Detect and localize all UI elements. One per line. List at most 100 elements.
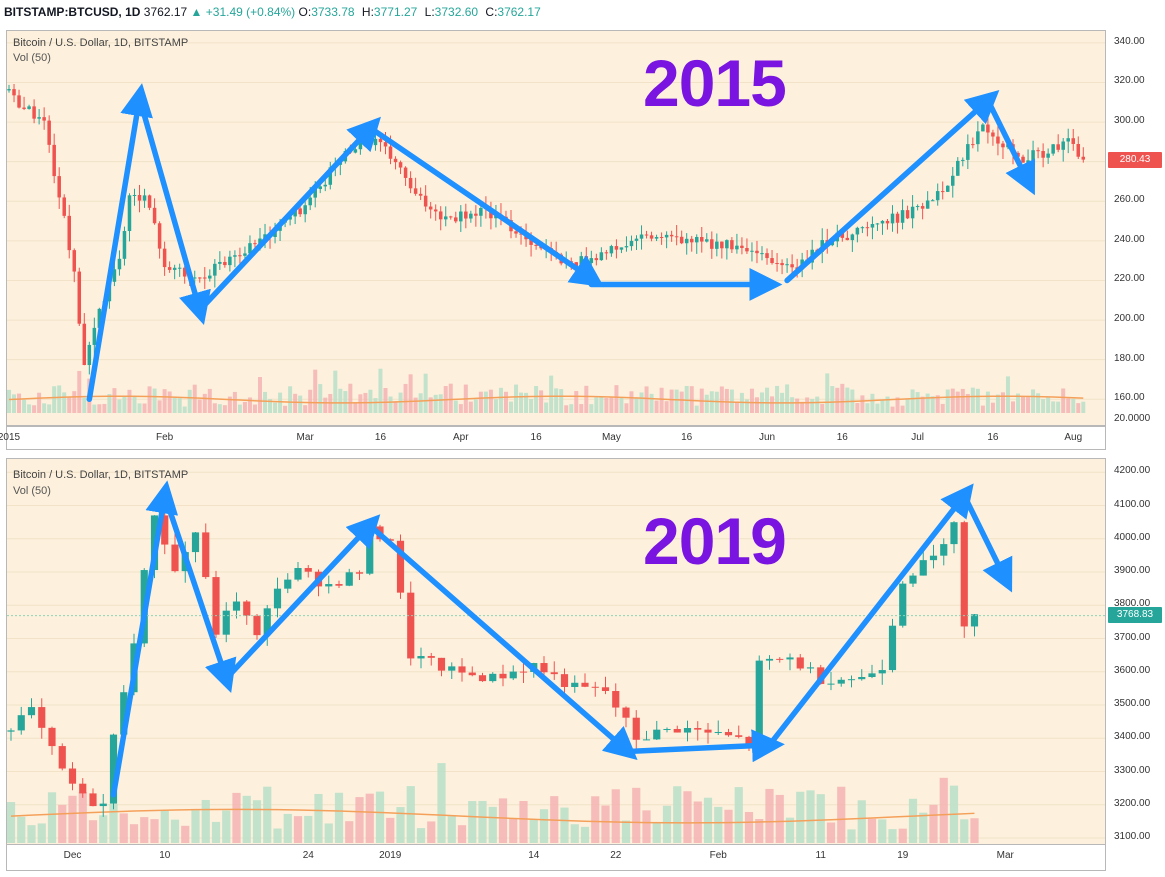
candle-down xyxy=(238,247,242,264)
volume-bar xyxy=(468,401,473,413)
candle-body xyxy=(1051,144,1055,154)
volume-bar xyxy=(826,822,836,843)
candle-up xyxy=(489,672,497,683)
volume-bar xyxy=(202,393,207,413)
candle-body xyxy=(398,162,403,168)
volume-bar xyxy=(62,392,67,413)
volume-bar xyxy=(662,805,672,843)
candle-body xyxy=(654,237,659,239)
x-tick-label: 10 xyxy=(159,850,171,861)
volume-bar xyxy=(689,386,694,413)
volume-bar xyxy=(915,392,920,413)
volume-bar xyxy=(47,404,52,413)
volume-bar xyxy=(288,386,293,413)
candle-up xyxy=(951,167,955,198)
candle-up xyxy=(443,206,448,227)
volume-bar xyxy=(806,790,815,843)
candle-body xyxy=(323,184,328,187)
volume-bar xyxy=(980,405,985,413)
last-price-tag: 3768.83 xyxy=(1108,606,1162,623)
candle-up xyxy=(1031,140,1035,167)
volume-bar xyxy=(795,398,800,413)
candle-body xyxy=(550,672,558,675)
candle-body xyxy=(705,239,709,242)
volume-bar xyxy=(222,810,231,843)
candle-down xyxy=(540,656,548,675)
candle-body xyxy=(940,191,945,193)
candle-down xyxy=(1036,147,1040,159)
volume-bar xyxy=(192,384,197,413)
volume-bar xyxy=(860,395,865,413)
candle-down xyxy=(335,580,343,589)
symbol-label[interactable]: BITSTAMP:BTCUSD, 1D xyxy=(4,5,141,19)
volume-bar xyxy=(554,388,559,413)
candle-down xyxy=(223,256,227,268)
volume-bar xyxy=(97,404,102,413)
candle-down xyxy=(167,261,172,273)
candle-body xyxy=(308,197,312,206)
candle-body xyxy=(489,209,493,219)
candle-body xyxy=(253,615,261,636)
candle-body xyxy=(366,526,374,574)
volume-bar xyxy=(830,386,835,413)
volume-bar xyxy=(940,403,945,413)
candle-up xyxy=(860,226,865,234)
candle-body xyxy=(417,656,425,659)
volume-bar xyxy=(17,816,26,843)
candle-down xyxy=(48,726,56,755)
time-axis-2019[interactable]: Dec 10 24 2019 14 22 Feb 11 19 Mar xyxy=(6,845,1106,871)
candle-down xyxy=(845,230,850,241)
volume-bar xyxy=(102,403,107,413)
price-axis-2015[interactable]: 340.00320.00300.00280.00260.00240.00220.… xyxy=(1106,30,1165,426)
candle-body xyxy=(970,614,979,627)
time-axis-2015[interactable]: 2015 Feb Mar 16 Apr 16 May 16 Jun 16 Jul 16 Aug xyxy=(0,426,1106,450)
volume-bar xyxy=(386,817,395,843)
volume-bar xyxy=(147,386,152,413)
volume-bar xyxy=(257,376,263,413)
volume-bar xyxy=(119,813,128,843)
candle-up xyxy=(208,269,212,282)
x-tick-label: Feb xyxy=(155,432,174,443)
volume-bar xyxy=(438,394,443,413)
volume-bar xyxy=(890,406,895,413)
candle-up xyxy=(469,210,473,223)
volume-bar xyxy=(1056,401,1061,413)
open-value: 3733.78 xyxy=(311,5,355,19)
candle-up xyxy=(684,233,689,255)
volume-bar xyxy=(714,806,723,843)
candle-down xyxy=(398,160,403,175)
candle-down xyxy=(991,129,995,146)
volume-bar xyxy=(919,812,928,843)
volume-ma-line xyxy=(10,808,975,824)
y-tick-label: 3600.00 xyxy=(1114,664,1151,676)
candle-up xyxy=(878,659,886,685)
candle-body xyxy=(7,89,11,91)
candle-down xyxy=(632,710,640,749)
volume-bar xyxy=(519,392,524,413)
volume-bar xyxy=(785,384,790,413)
candle-body xyxy=(413,188,418,194)
x-tick-label: 11 xyxy=(815,850,826,861)
volume-bar xyxy=(965,393,970,413)
candle-body xyxy=(534,244,538,246)
chart-panel-2015[interactable]: Bitcoin / U.S. Dollar, 1D, BITSTAMP Vol … xyxy=(6,30,1106,426)
candle-body xyxy=(58,746,66,769)
candle-body xyxy=(448,666,456,671)
candle-up xyxy=(509,665,517,681)
candle-up xyxy=(981,123,985,132)
candle-body xyxy=(622,707,630,718)
volume-bar xyxy=(900,405,905,413)
volume-bar xyxy=(1036,393,1041,413)
candle-body xyxy=(880,220,885,224)
chart-panel-2019[interactable]: Bitcoin / U.S. Dollar, 1D, BITSTAMP Vol … xyxy=(6,458,1106,845)
candle-body xyxy=(218,261,222,264)
candle-body xyxy=(418,193,423,196)
price-axis-2019[interactable]: 4200.00 4100.00 4000.00 3900.00 3800.00 3700.… xyxy=(1106,458,1165,845)
candle-down xyxy=(52,133,56,184)
candle-body xyxy=(68,768,77,784)
volume-bar xyxy=(12,394,17,413)
candle-up xyxy=(629,235,634,251)
candle-body xyxy=(423,195,428,207)
candle-body xyxy=(929,555,938,561)
candle-up xyxy=(417,647,425,669)
